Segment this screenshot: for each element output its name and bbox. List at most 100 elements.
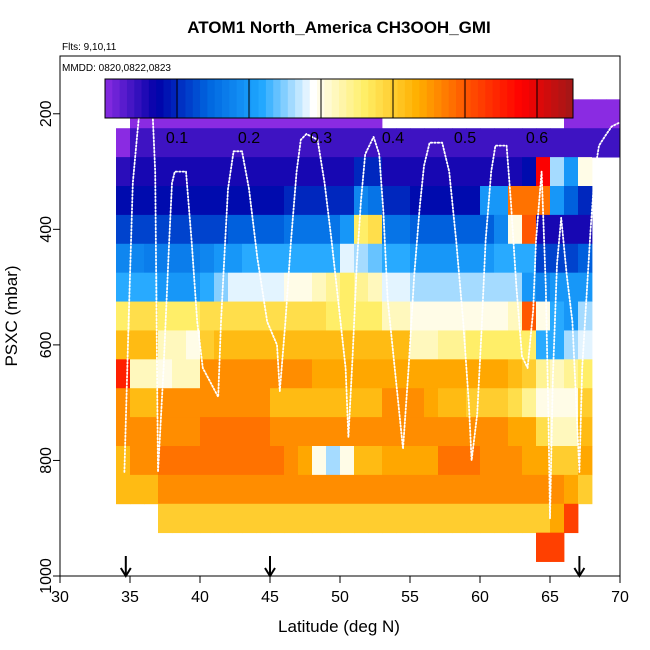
heatmap-cell (228, 474, 243, 505)
heatmap-cell (256, 446, 271, 476)
heatmap-cell (368, 474, 383, 505)
heatmap-cell (354, 446, 369, 476)
heatmap-cell (438, 474, 453, 505)
heatmap-cell (508, 157, 523, 187)
colorbar-tick-label: 0.4 (382, 130, 404, 147)
heatmap-cell (466, 301, 481, 331)
colorbar-swatch (499, 79, 508, 118)
heatmap-cell (466, 359, 481, 389)
colorbar-swatch (236, 79, 245, 118)
colorbar-swatch (251, 79, 260, 118)
heatmap-cell (284, 388, 299, 418)
heatmap-cell (368, 417, 383, 447)
heatmap-cell (326, 157, 341, 187)
heatmap-cell (466, 243, 481, 274)
heatmap-cell (536, 272, 551, 302)
colorbar-swatch (331, 79, 340, 118)
heatmap-cell (116, 474, 131, 505)
heatmap-cell (242, 186, 257, 216)
heatmap-cell (536, 503, 551, 534)
heatmap-cell (564, 474, 579, 505)
heatmap-cell (116, 186, 131, 216)
heatmap-cell (298, 474, 313, 505)
heatmap-cell (326, 186, 341, 216)
heatmap-cell (144, 474, 159, 505)
heatmap-cell (144, 388, 159, 418)
x-tick-label: 40 (191, 589, 209, 606)
heatmap-cell (326, 446, 341, 476)
heatmap-cell (424, 417, 439, 447)
heatmap-cell (228, 388, 243, 418)
heatmap-cell (228, 359, 243, 389)
heatmap-cell (578, 214, 593, 245)
heatmap-cell (242, 128, 257, 158)
colorbar-swatch (119, 79, 128, 118)
heatmap-cell (270, 214, 285, 245)
y-tick-label: 400 (38, 216, 55, 243)
heatmap-cell (368, 359, 383, 389)
heatmap-cell (466, 474, 481, 505)
x-tick-label: 30 (51, 589, 69, 606)
heatmap-cell (382, 417, 397, 447)
heatmap-cell (522, 186, 537, 216)
heatmap-cell (564, 503, 579, 534)
heatmap-cell (536, 330, 551, 360)
flight-track (123, 107, 621, 520)
heatmap-cell (424, 503, 439, 534)
heatmap-cell (158, 359, 173, 389)
heatmap-cell (368, 503, 383, 534)
heatmap-cell (228, 186, 243, 216)
heatmap-cell (228, 301, 243, 331)
heatmap-cell (466, 214, 481, 245)
heatmap-cell (466, 128, 481, 158)
colorbar-swatch (565, 79, 574, 118)
heatmap-cell (522, 272, 537, 302)
heatmap-cell (480, 503, 495, 534)
heatmap-cell (172, 272, 187, 302)
heatmap-cell (536, 532, 551, 562)
heatmap-cell (452, 186, 467, 216)
heatmap-cell (186, 388, 201, 418)
heatmap-cell (452, 272, 467, 302)
heatmap-cell (480, 186, 495, 216)
heatmap-cell (340, 301, 355, 331)
colorbar-tick-label: 0.5 (454, 130, 476, 147)
heatmap-cell (116, 301, 131, 331)
heatmap-cell (578, 99, 593, 129)
heatmap-cell (284, 272, 299, 302)
heatmap-cell (592, 99, 607, 129)
heatmap-cell (494, 301, 509, 331)
colorbar-swatch (302, 79, 311, 118)
heatmap-cell (508, 446, 523, 476)
heatmap-cell (158, 128, 173, 158)
heatmap-cell (480, 388, 495, 418)
heatmap-cell (270, 128, 285, 158)
heatmap-cell (158, 503, 173, 534)
heatmap-cell (424, 474, 439, 505)
heatmap-cell (340, 446, 355, 476)
heatmap-cell (200, 243, 215, 274)
heatmap-cell (396, 301, 411, 331)
heatmap-cell (424, 157, 439, 187)
heatmap-cell (186, 474, 201, 505)
heatmap-cell (578, 330, 593, 360)
heatmap-cell (466, 330, 481, 360)
heatmap-cell (508, 359, 523, 389)
heatmap-cell (522, 301, 537, 331)
heatmap-cell (298, 446, 313, 476)
heatmap-cell (354, 157, 369, 187)
heatmap-cell (564, 157, 579, 187)
heatmap-cell (452, 417, 467, 447)
heatmap-cell (144, 417, 159, 447)
heatmap-cell (508, 503, 523, 534)
heatmap-cell (256, 301, 271, 331)
heatmap-cell (410, 214, 425, 245)
heatmap-cell (200, 272, 215, 302)
heatmap-cell (340, 417, 355, 447)
heatmap-cell (424, 388, 439, 418)
heatmap-cell (326, 359, 341, 389)
heatmap-cell (466, 186, 481, 216)
heatmap-cell (438, 417, 453, 447)
heatmap-cell (200, 503, 215, 534)
colorbar-swatch (265, 79, 274, 118)
